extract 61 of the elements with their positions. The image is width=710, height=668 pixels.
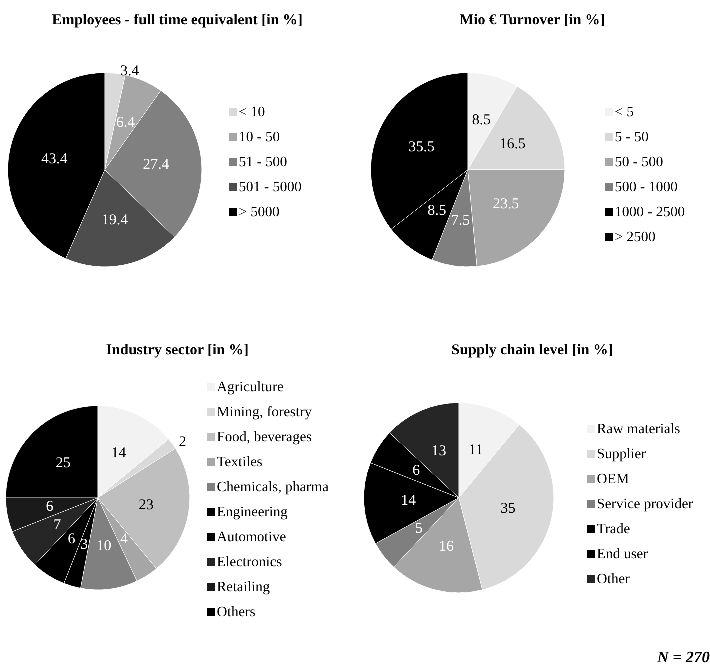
legend-label: Engineering	[217, 504, 288, 520]
data-label: 16.5	[500, 136, 526, 152]
legend-label: Food, beverages	[217, 430, 312, 446]
legend-label: Retailing	[217, 580, 270, 596]
data-label: 16	[438, 538, 454, 555]
text: N = 270	[656, 650, 710, 666]
data-label: 8.5	[428, 203, 446, 220]
legend-label: 1000 - 2500	[615, 204, 686, 220]
data-label: 14	[111, 446, 127, 462]
legend-label: Supplier	[597, 446, 646, 462]
data-label: 27.4	[143, 157, 170, 174]
legend-label: Textiles	[217, 454, 264, 470]
legend-label: End user	[597, 546, 648, 562]
legend-label: Automotive	[217, 530, 286, 546]
legend-label: Other	[597, 572, 630, 588]
data-label: 35.5	[408, 139, 435, 156]
legend-label: Agriculture	[217, 380, 284, 396]
legend-label: 50 - 500	[615, 154, 664, 170]
data-label: 23	[138, 498, 154, 514]
legend-label: < 10	[239, 104, 266, 120]
data-label: 43.4	[41, 151, 68, 168]
legend-label: Electronics	[217, 554, 283, 570]
legend-label: < 5	[615, 104, 634, 120]
legend-label: > 5000	[239, 204, 280, 220]
data-label: 3	[80, 537, 88, 554]
data-label: 13	[431, 444, 446, 460]
data-label: 6	[46, 499, 54, 516]
data-label: 14	[401, 493, 417, 510]
data-label: 6	[412, 462, 421, 479]
legend-label: 10 - 50	[239, 130, 280, 146]
data-label: 35	[500, 501, 516, 518]
legend-label: 5 - 50	[615, 130, 649, 146]
data-label: 10	[96, 538, 112, 555]
chart-title: Mio € Turnover [in %]	[460, 12, 606, 28]
data-label: 7	[54, 518, 62, 534]
data-label: 4	[120, 531, 129, 548]
data-label: 11	[468, 442, 484, 458]
data-label: 2	[179, 434, 187, 451]
data-label: 6.4	[116, 114, 136, 131]
legend-label: OEM	[597, 472, 630, 488]
legend-label: Others	[217, 604, 256, 620]
data-label: 5	[415, 520, 423, 537]
data-label: 25	[56, 455, 71, 472]
chart-title: Supply chain level [in %]	[452, 342, 614, 358]
legend-label: Raw materials	[597, 422, 681, 438]
data-label: 6	[68, 531, 76, 548]
legend-label: 501 - 5000	[239, 180, 302, 196]
data-label: 7.5	[451, 212, 470, 229]
chart-title: Industry sector [in %]	[106, 342, 249, 358]
data-label: 3.4	[120, 64, 140, 80]
legend-label: Trade	[597, 522, 630, 538]
data-label: 23.5	[492, 196, 520, 213]
data-label: 8.5	[472, 112, 491, 128]
legend-label: Mining, forestry	[217, 404, 313, 420]
legend-label: Service provider	[597, 496, 694, 512]
legend-label: 51 - 500	[239, 154, 288, 170]
legend-label: > 2500	[615, 230, 656, 246]
data-label: 19.4	[102, 212, 129, 229]
chart-title: Employees - full time equivalent [in %]	[52, 12, 303, 28]
legend-label: Chemicals, pharma	[217, 480, 330, 496]
legend-label: 500 - 1000	[615, 180, 678, 196]
